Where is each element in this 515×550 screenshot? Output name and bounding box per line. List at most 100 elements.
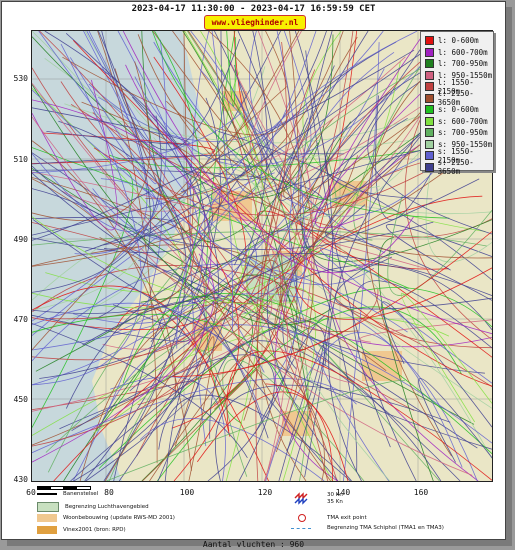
flight-track <box>32 33 213 253</box>
flight-track <box>122 31 414 274</box>
legend-item: l: 600-700m <box>421 47 493 59</box>
flight-track <box>32 84 332 326</box>
legend-label: l: 700-950m <box>438 59 488 69</box>
flight-track <box>151 31 450 219</box>
legend-label: s: 700-950m <box>438 128 488 138</box>
flight-track <box>182 31 310 410</box>
legend-airport-boundary: Begrenzing Luchthavengebied <box>37 502 149 512</box>
flight-track <box>164 360 203 481</box>
flight-track <box>32 378 357 454</box>
legend-residential: Woonbebouwing (update RWS-MD 2001) <box>37 514 175 522</box>
flight-tracks <box>32 31 492 481</box>
y-tick-label: 470 <box>13 315 28 324</box>
flight-track <box>32 41 288 447</box>
legend-item: l: 2150-3650m <box>421 89 493 107</box>
flight-track <box>102 324 492 444</box>
flight-track <box>32 86 288 351</box>
y-tick-label: 530 <box>13 74 28 83</box>
flight-track <box>32 140 192 471</box>
legend-swatch <box>425 93 434 103</box>
flight-track <box>189 31 210 447</box>
flight-track <box>32 302 264 420</box>
y-tick-label: 490 <box>13 235 28 244</box>
legend-wind-35: 35 Kn <box>327 499 343 505</box>
legend-item: s: 2150-3650m <box>421 158 493 176</box>
flight-track <box>176 31 418 349</box>
flight-track <box>32 101 223 267</box>
x-tick-label: 140 <box>335 488 351 497</box>
flight-track <box>400 292 492 423</box>
brand-badge[interactable]: www.vlieghinder.nl <box>204 15 306 30</box>
legend-vinex: Vinex2001 (bron: RPD) <box>37 526 126 534</box>
y-tick-label: 510 <box>13 155 28 164</box>
flight-track <box>302 31 486 232</box>
flight-track <box>149 349 260 481</box>
flight-track <box>359 319 492 343</box>
flight-track <box>47 33 492 473</box>
flight-track <box>114 68 331 481</box>
flight-track <box>325 75 492 240</box>
altitude-legend: l: 0-600m l: 600-700m l: 700-950m l: 950-15… <box>420 31 494 176</box>
flight-track <box>352 280 492 448</box>
legend-item: s: 600-700m <box>421 116 493 128</box>
tma-exit-icon <box>298 514 306 522</box>
flight-track <box>72 96 163 481</box>
legend-swatch <box>425 162 434 172</box>
flight-track <box>58 120 187 481</box>
flight-track <box>32 132 215 164</box>
flight-track <box>387 194 492 296</box>
flight-track <box>266 117 408 481</box>
flight-track <box>108 139 492 169</box>
flight-track <box>39 31 268 379</box>
legend-swatch <box>425 128 434 138</box>
flight-track <box>283 60 492 199</box>
flight-track <box>32 167 134 428</box>
flight-track <box>61 54 492 212</box>
flight-track <box>129 264 492 392</box>
flight-track <box>327 115 479 481</box>
flight-track <box>137 34 492 259</box>
flight-track <box>106 380 405 481</box>
flight-track <box>149 31 300 198</box>
flight-track <box>82 301 206 481</box>
flight-track <box>190 31 274 181</box>
legend-swatch <box>425 82 434 92</box>
flight-track <box>263 113 313 481</box>
flight-track <box>32 115 162 293</box>
legend-swatch <box>425 116 434 126</box>
flight-track <box>32 172 275 336</box>
flight-track <box>274 31 426 481</box>
legend-label: s: 950-1550m <box>438 139 493 149</box>
flight-track <box>122 293 492 454</box>
flight-track <box>32 107 190 145</box>
legend-tma-boundary: Begrenzing TMA Schiphol (TMA1 en TMA3) <box>327 525 444 531</box>
flight-track <box>92 31 317 241</box>
flight-track-map[interactable] <box>31 30 493 482</box>
flight-track <box>32 155 358 446</box>
flight-track <box>380 301 492 428</box>
x-tick-label: 160 <box>413 488 429 497</box>
flight-track <box>226 31 236 107</box>
flight-track <box>125 64 492 335</box>
map-canvas <box>32 31 492 481</box>
flight-track <box>418 378 492 463</box>
flight-track <box>191 287 339 481</box>
flight-track <box>299 31 393 273</box>
map-legend-bottom: Banenstelsel Begrenzing Luchthavengebied… <box>31 485 491 537</box>
legend-label: s: 0-600m <box>438 105 479 115</box>
flight-track <box>69 31 157 185</box>
flight-track <box>98 287 492 469</box>
flight-track <box>38 31 265 373</box>
flight-track <box>208 31 315 453</box>
legend-swatch <box>425 70 434 80</box>
flight-track <box>224 71 333 481</box>
flight-track <box>265 383 334 481</box>
y-tick-label: 450 <box>13 395 28 404</box>
flight-track <box>101 31 241 151</box>
legend-label: l: 1550-2150m <box>437 77 474 96</box>
legend-item: l: 1550-2150m <box>421 77 493 96</box>
flight-track <box>32 112 242 174</box>
legend-label: l: 2150-3650m <box>437 89 474 108</box>
flight-track <box>73 31 203 324</box>
flight-track <box>60 81 492 216</box>
